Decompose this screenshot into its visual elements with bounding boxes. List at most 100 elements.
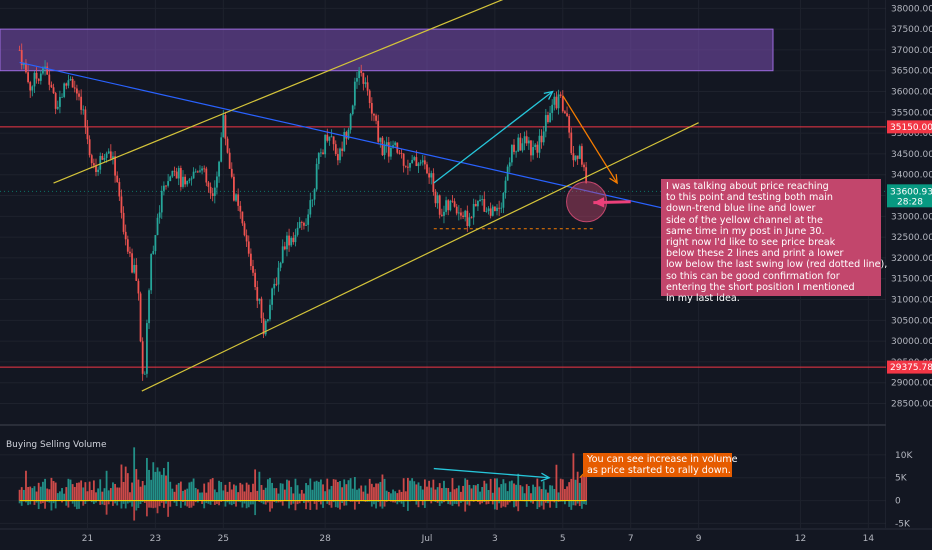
- volume-bar: [487, 500, 490, 504]
- annotation-arrows[interactable]: [433, 90, 631, 482]
- volume-bar: [356, 489, 358, 501]
- candle-body: [381, 137, 384, 156]
- volume-bar: [370, 500, 373, 507]
- candle-body: [517, 137, 520, 152]
- volume-bar: [143, 485, 146, 501]
- volume-bar: [78, 500, 80, 509]
- candle-body: [264, 320, 267, 335]
- volume-bar: [59, 491, 61, 501]
- volume-bar: [385, 490, 388, 501]
- volume-bar: [44, 500, 46, 509]
- time-tick-label: 21: [82, 534, 93, 544]
- candle-body: [583, 164, 585, 168]
- volume-bar: [544, 500, 547, 503]
- candle-body: [146, 323, 148, 374]
- volume-bar: [192, 500, 195, 506]
- candle-body: [536, 144, 539, 153]
- volume-bar: [182, 490, 184, 501]
- volume-bar: [508, 500, 511, 503]
- candle-body: [52, 87, 55, 94]
- candle-body: [84, 109, 87, 128]
- volume-bar: [112, 500, 114, 506]
- candle-body: [305, 224, 307, 226]
- volume-bar: [124, 500, 127, 509]
- candle-body: [553, 96, 556, 105]
- volume-bar: [326, 478, 329, 501]
- candle-body: [457, 212, 460, 214]
- volume-bar: [494, 500, 496, 510]
- candle-body: [235, 194, 237, 201]
- level-badge-label: 35150.00: [890, 123, 932, 133]
- candle-body: [266, 319, 269, 321]
- candle-body: [167, 181, 170, 186]
- candle-body: [502, 192, 505, 208]
- candle-body: [88, 139, 91, 156]
- volume-bar: [572, 453, 575, 501]
- volume-bar: [25, 500, 27, 503]
- volume-bar: [61, 488, 63, 501]
- price-tick-label: 37000.00: [891, 46, 932, 56]
- volume-bar: [305, 483, 307, 501]
- volume-bar: [114, 500, 116, 504]
- candle-body: [175, 171, 178, 179]
- volume-bar: [90, 500, 93, 503]
- volume-bar: [538, 500, 541, 508]
- volume-bar: [519, 485, 522, 501]
- candle-body: [237, 194, 240, 206]
- candle-body: [158, 212, 161, 218]
- candle-body: [182, 176, 184, 187]
- volume-axis: 10K 5K 0 -5K: [895, 451, 913, 530]
- volume-bar: [196, 489, 199, 501]
- volume-bar: [182, 500, 184, 503]
- time-axis[interactable]: 21 23 25 28 Jul 3 5 7 9 12 14: [0, 528, 932, 550]
- volume-bar: [52, 481, 55, 501]
- volume-bar: [194, 500, 197, 503]
- candle-body: [451, 200, 454, 202]
- volume-bar: [277, 493, 280, 501]
- volume-bar: [247, 484, 250, 501]
- price-tick-label: 32000.00: [891, 254, 932, 264]
- candle-body: [445, 200, 447, 212]
- volume-bar: [483, 500, 486, 503]
- volume-bar: [188, 500, 191, 508]
- volume-bar: [173, 491, 176, 501]
- volume-bar: [404, 491, 407, 501]
- volume-bar: [423, 500, 426, 508]
- candle-body: [515, 151, 518, 153]
- volume-bar: [517, 500, 520, 512]
- volume-bar: [315, 480, 318, 501]
- candle-body: [538, 135, 541, 153]
- volume-bar: [235, 500, 237, 507]
- candle-body: [564, 111, 566, 114]
- volume-annotation-box[interactable]: You can see increase in volume as price …: [583, 453, 738, 477]
- candle-body: [491, 206, 494, 216]
- volume-bar: [107, 500, 110, 505]
- volume-bar: [243, 500, 246, 504]
- volume-bar: [169, 481, 172, 501]
- idea-annotation-box[interactable]: I was talking about price reaching to th…: [661, 179, 887, 304]
- volume-bar: [464, 500, 467, 512]
- volume-bar: [46, 500, 49, 502]
- volume-bar: [99, 479, 102, 501]
- volume-bar: [375, 500, 377, 509]
- candle-body: [430, 173, 433, 178]
- volume-bar: [453, 489, 456, 501]
- candle-body: [559, 94, 562, 96]
- candle-body: [326, 134, 329, 141]
- price-axis[interactable]: 28500.0029000.0029500.0030000.0030500.00…: [886, 0, 932, 550]
- volume-bar: [190, 500, 193, 508]
- volume-bar: [481, 486, 484, 501]
- candle-body: [489, 208, 492, 216]
- arrow-line: [562, 95, 618, 184]
- candle-body: [423, 160, 426, 165]
- volume-bar: [92, 500, 95, 505]
- candle-body: [109, 151, 112, 159]
- volume-bar: [553, 489, 556, 501]
- volume-bar: [54, 500, 57, 509]
- arrow-line: [433, 467, 550, 479]
- volume-bar: [296, 485, 299, 501]
- candle-body: [135, 264, 138, 281]
- volume-bar: [279, 500, 282, 503]
- volume-bar: [328, 489, 331, 501]
- volume-bar: [65, 500, 68, 506]
